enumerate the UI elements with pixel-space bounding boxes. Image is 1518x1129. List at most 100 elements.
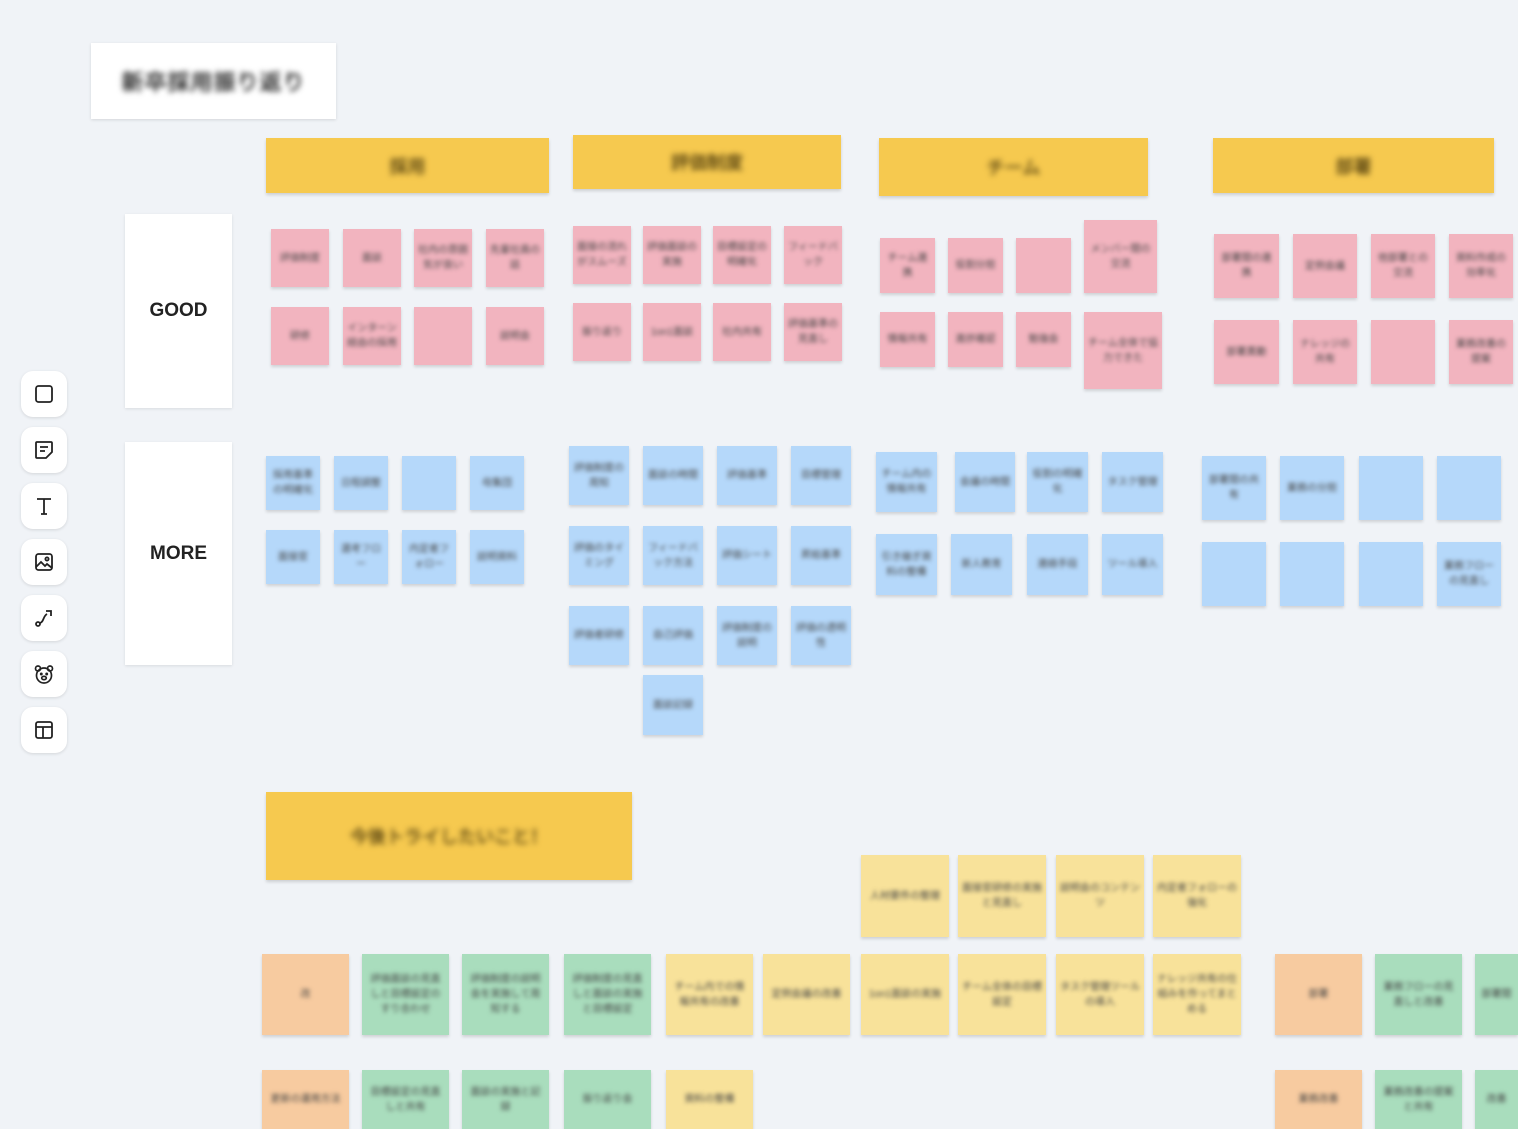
column-header[interactable]: 部署: [1213, 138, 1494, 193]
sticky-note[interactable]: 先輩社員の話: [486, 229, 544, 287]
sticky-note[interactable]: 評価基準の見直し: [784, 303, 842, 361]
sticky-note[interactable]: 振り返り: [573, 303, 631, 361]
sticky-note[interactable]: 人材要件の整理: [861, 855, 949, 937]
sticky-note[interactable]: 役割の明確化: [1027, 452, 1088, 512]
sticky-note[interactable]: ナレッジの共有: [1293, 320, 1357, 384]
sticky-note[interactable]: ナレッジ共有の仕組みを作ってまとめる: [1153, 954, 1241, 1035]
sticky-note[interactable]: 1on1面談の実施: [861, 954, 949, 1035]
sticky-note[interactable]: 評価制度の説明: [717, 606, 777, 665]
sticky-note[interactable]: [1280, 542, 1344, 606]
sticky-note[interactable]: フィードバック方法: [643, 526, 703, 585]
sticky-note-tool-button[interactable]: [21, 427, 67, 473]
sticky-note[interactable]: 面談: [343, 229, 401, 287]
sticky-note[interactable]: 業務改善の提案: [1449, 320, 1513, 384]
sticky-note[interactable]: 説明資料: [470, 530, 524, 584]
sticky-note[interactable]: 社内共有: [713, 303, 771, 361]
shape-tool-button[interactable]: [21, 371, 67, 417]
sticky-note[interactable]: 部署異動: [1214, 320, 1279, 384]
sticky-note[interactable]: ツール導入: [1102, 534, 1163, 595]
column-header[interactable]: チーム: [879, 138, 1148, 196]
sticky-note[interactable]: タスク管理: [1102, 452, 1163, 512]
sticky-note[interactable]: タスク管理ツールの導入: [1056, 954, 1144, 1035]
sticky-note[interactable]: 資料作成の効率化: [1449, 234, 1513, 298]
sticky-note[interactable]: 業務の分担: [1280, 456, 1344, 520]
sticky-note[interactable]: [402, 456, 456, 510]
sticky-note[interactable]: [1359, 542, 1423, 606]
sticky-note[interactable]: [1359, 456, 1423, 520]
sticky-note[interactable]: 定例会議: [1293, 234, 1357, 298]
row-label-good[interactable]: GOOD: [125, 214, 232, 408]
column-header[interactable]: 採用: [266, 138, 549, 193]
sticky-note[interactable]: 内定者フォロー: [402, 530, 456, 584]
row-label-more[interactable]: MORE: [125, 442, 232, 665]
sticky-note[interactable]: 研修: [271, 307, 329, 365]
sticky-note[interactable]: 部署間の連携: [1214, 234, 1279, 298]
sticky-note[interactable]: [1437, 456, 1501, 520]
sticky-note[interactable]: 説明会: [486, 307, 544, 365]
sticky-note[interactable]: 目標設定の明確化: [713, 226, 771, 284]
sticky-note[interactable]: 振り返り会: [564, 1070, 651, 1129]
sticky-note[interactable]: [1016, 238, 1071, 293]
sticky-note[interactable]: 業務改善の提案と共有: [1375, 1070, 1462, 1129]
sticky-note[interactable]: 面談記録: [643, 675, 703, 735]
sticky-note[interactable]: チーム全体で協力できた: [1084, 312, 1162, 389]
sticky-note[interactable]: 他部署との交流: [1371, 234, 1435, 298]
sticky-note[interactable]: 説明会のコンテンツ: [1056, 855, 1144, 937]
sticky-note[interactable]: 改善: [1475, 1070, 1518, 1129]
sticky-note[interactable]: 引き継ぎ資料の整備: [876, 534, 937, 595]
sticky-note[interactable]: 新人教育: [951, 534, 1012, 595]
column-header[interactable]: 評価制度: [573, 135, 841, 189]
sticky-note[interactable]: 内定者フォローの強化: [1153, 855, 1241, 937]
sticky-note[interactable]: 評価制度の説明会を実施して周知する: [462, 954, 549, 1035]
sticky-note[interactable]: 役割分担: [948, 238, 1003, 293]
sticky-note[interactable]: 自己評価: [643, 606, 703, 665]
sticky-note[interactable]: チーム全体の目標設定: [958, 954, 1046, 1035]
board-title-card[interactable]: 新卒採用振り返り: [91, 43, 336, 119]
sticky-note[interactable]: 目標管理: [791, 446, 851, 505]
sticky-note[interactable]: 部署間の共有: [1202, 456, 1266, 520]
sticky-note[interactable]: 更新の運用方法: [262, 1070, 349, 1129]
sticky-note[interactable]: 評価者研修: [569, 606, 629, 665]
sticky-note[interactable]: 評価のタイミング: [569, 526, 629, 585]
sticky-note[interactable]: フィードバック: [784, 226, 842, 284]
sticky-note[interactable]: 勉強会: [1016, 312, 1071, 367]
sticky-note[interactable]: 情報共有: [880, 312, 935, 367]
sticky-note[interactable]: 業務フローの見直し: [1437, 542, 1501, 606]
sticky-note[interactable]: 業務フローの見直しと改善: [1375, 954, 1462, 1035]
sticky-note[interactable]: 部署: [1275, 954, 1362, 1035]
sticky-note[interactable]: 部署間: [1475, 954, 1518, 1035]
sticky-note[interactable]: 評価制度の周知: [569, 446, 629, 505]
sticky-note[interactable]: 日程調整: [334, 456, 388, 510]
sticky-note[interactable]: 評価面談の見直しと目標設定のすり合わせ: [362, 954, 449, 1035]
sticky-note[interactable]: チーム連携: [880, 238, 935, 293]
sticky-note[interactable]: 1on1面談: [643, 303, 701, 361]
template-tool-button[interactable]: [21, 707, 67, 753]
sticky-note[interactable]: チーム内での情報共有の改善: [666, 954, 753, 1035]
sticky-note[interactable]: インターン経由の採用: [343, 307, 401, 365]
sticky-note[interactable]: 面談の実施と記録: [462, 1070, 549, 1129]
sticky-note[interactable]: 目標設定の見直しと共有: [362, 1070, 449, 1129]
sticky-note[interactable]: 面接の流れがスムーズ: [573, 226, 631, 284]
sticky-note[interactable]: 評価シート: [717, 526, 777, 585]
connector-tool-button[interactable]: [21, 595, 67, 641]
sticky-note[interactable]: 定例会議の改善: [763, 954, 850, 1035]
sticky-note[interactable]: 評価制度: [271, 229, 329, 287]
sticky-note[interactable]: メンバー間の交流: [1084, 220, 1157, 293]
sticky-note[interactable]: [414, 307, 472, 365]
sticky-note[interactable]: 母集団: [470, 456, 524, 510]
sticky-note[interactable]: 面接官研修の実施と見直し: [958, 855, 1046, 937]
sticky-note[interactable]: 進捗確認: [948, 312, 1003, 367]
sticky-note[interactable]: [1371, 320, 1435, 384]
image-tool-button[interactable]: [21, 539, 67, 585]
text-tool-button[interactable]: [21, 483, 67, 529]
sticky-note[interactable]: 採用基準の明確化: [266, 456, 320, 510]
sticky-note[interactable]: 資料の整備: [666, 1070, 753, 1129]
sticky-note[interactable]: 評価基準: [717, 446, 777, 505]
sticky-note[interactable]: 評価面談の実施: [643, 226, 701, 284]
sticky-note[interactable]: 連絡手段: [1027, 534, 1088, 595]
next-try-header[interactable]: 今後トライしたいこと！: [266, 792, 632, 880]
sticky-note[interactable]: [1202, 542, 1266, 606]
sticky-note[interactable]: チーム内の情報共有: [876, 452, 937, 512]
sticky-note[interactable]: 会議の時間: [955, 452, 1015, 512]
sticky-note[interactable]: 評価の透明性: [791, 606, 851, 665]
